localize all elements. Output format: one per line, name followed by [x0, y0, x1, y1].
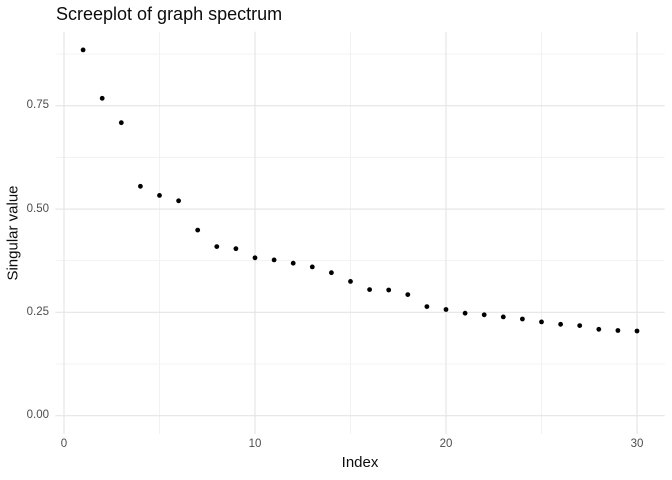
x-tick-label: 20: [439, 438, 453, 450]
data-point: [558, 321, 563, 327]
data-point: [99, 95, 105, 101]
data-point: [348, 279, 353, 284]
x-tick-label: 10: [248, 438, 262, 450]
x-tick-label: 0: [60, 438, 68, 450]
data-point: [214, 244, 220, 250]
data-point: [233, 246, 239, 252]
data-point: [500, 314, 506, 320]
data-point: [596, 326, 602, 332]
x-tick-label: 30: [630, 438, 644, 450]
y-tick-label: 0.00: [26, 409, 49, 422]
y-tick-label: 0.50: [26, 202, 49, 215]
data-point: [176, 198, 182, 204]
data-point: [271, 257, 277, 263]
data-point: [80, 47, 86, 53]
data-point: [443, 307, 449, 312]
data-point: [195, 227, 201, 233]
chart-title: Screeplot of graph spectrum: [56, 4, 283, 24]
data-point: [615, 328, 621, 333]
data-point: [329, 270, 334, 276]
data-point: [520, 316, 525, 322]
data-point: [157, 193, 162, 198]
data-point: [481, 312, 487, 318]
data-point: [405, 292, 411, 297]
data-point: [424, 304, 430, 309]
y-tick-label: 0.75: [26, 99, 49, 112]
data-point: [386, 287, 392, 293]
data-point: [309, 264, 315, 270]
data-point: [138, 183, 143, 189]
data-point: [539, 319, 544, 325]
data-point: [634, 328, 640, 334]
data-point: [290, 260, 296, 266]
y-tick-label: 0.25: [26, 305, 49, 318]
data-point: [252, 255, 258, 261]
data-point: [367, 287, 372, 292]
data-point: [118, 120, 124, 126]
x-axis-label: Index: [341, 454, 379, 471]
data-point: [577, 323, 583, 328]
data-point: [462, 310, 468, 316]
